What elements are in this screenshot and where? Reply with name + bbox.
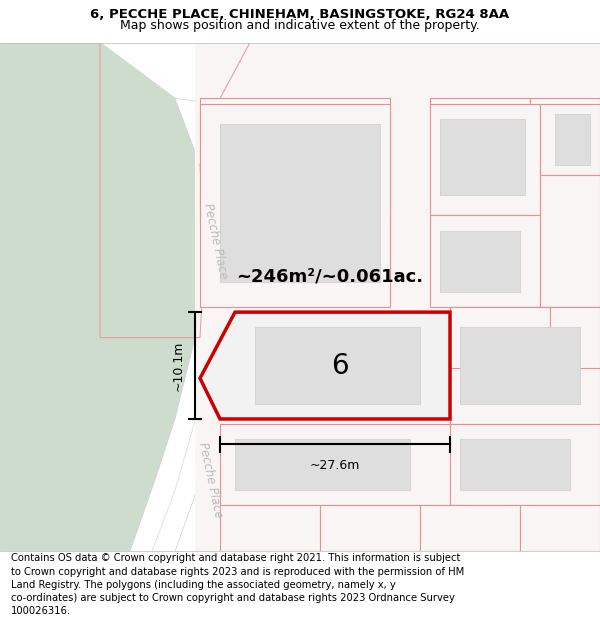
Text: 6, PECCHE PLACE, CHINEHAM, BASINGSTOKE, RG24 8AA: 6, PECCHE PLACE, CHINEHAM, BASINGSTOKE, … [91,9,509,21]
Bar [195,42,600,551]
Bar [220,124,380,282]
Polygon shape [430,216,540,307]
Polygon shape [520,506,600,551]
Polygon shape [220,424,450,506]
Text: Map shows position and indicative extent of the property.: Map shows position and indicative extent… [120,19,480,32]
Text: 6: 6 [331,352,349,380]
Bar [200,99,390,221]
Bar [235,439,410,490]
Polygon shape [200,104,390,307]
Polygon shape [130,99,245,551]
Bar [440,231,520,292]
Text: Pecche Place: Pecche Place [200,202,229,280]
Bar [460,439,570,490]
Text: ~246m²/~0.061ac.: ~246m²/~0.061ac. [236,268,424,286]
Polygon shape [0,42,205,551]
Text: Pecche Place: Pecche Place [196,441,224,519]
Bar [460,328,580,404]
Bar [555,114,590,164]
Polygon shape [420,506,520,551]
Bar [255,328,420,404]
Bar [530,99,600,175]
Polygon shape [550,307,600,368]
Polygon shape [450,307,600,424]
Bar [440,119,525,195]
Polygon shape [450,424,600,506]
Text: ~27.6m: ~27.6m [310,459,360,472]
Polygon shape [320,506,420,551]
Polygon shape [430,104,540,216]
Bar [430,99,530,200]
Polygon shape [200,312,450,419]
Text: Contains OS data © Crown copyright and database right 2021. This information is : Contains OS data © Crown copyright and d… [11,554,464,616]
Text: ~10.1m: ~10.1m [172,341,185,391]
Polygon shape [540,175,600,307]
Polygon shape [540,104,600,175]
Polygon shape [220,506,320,551]
Polygon shape [450,307,550,368]
